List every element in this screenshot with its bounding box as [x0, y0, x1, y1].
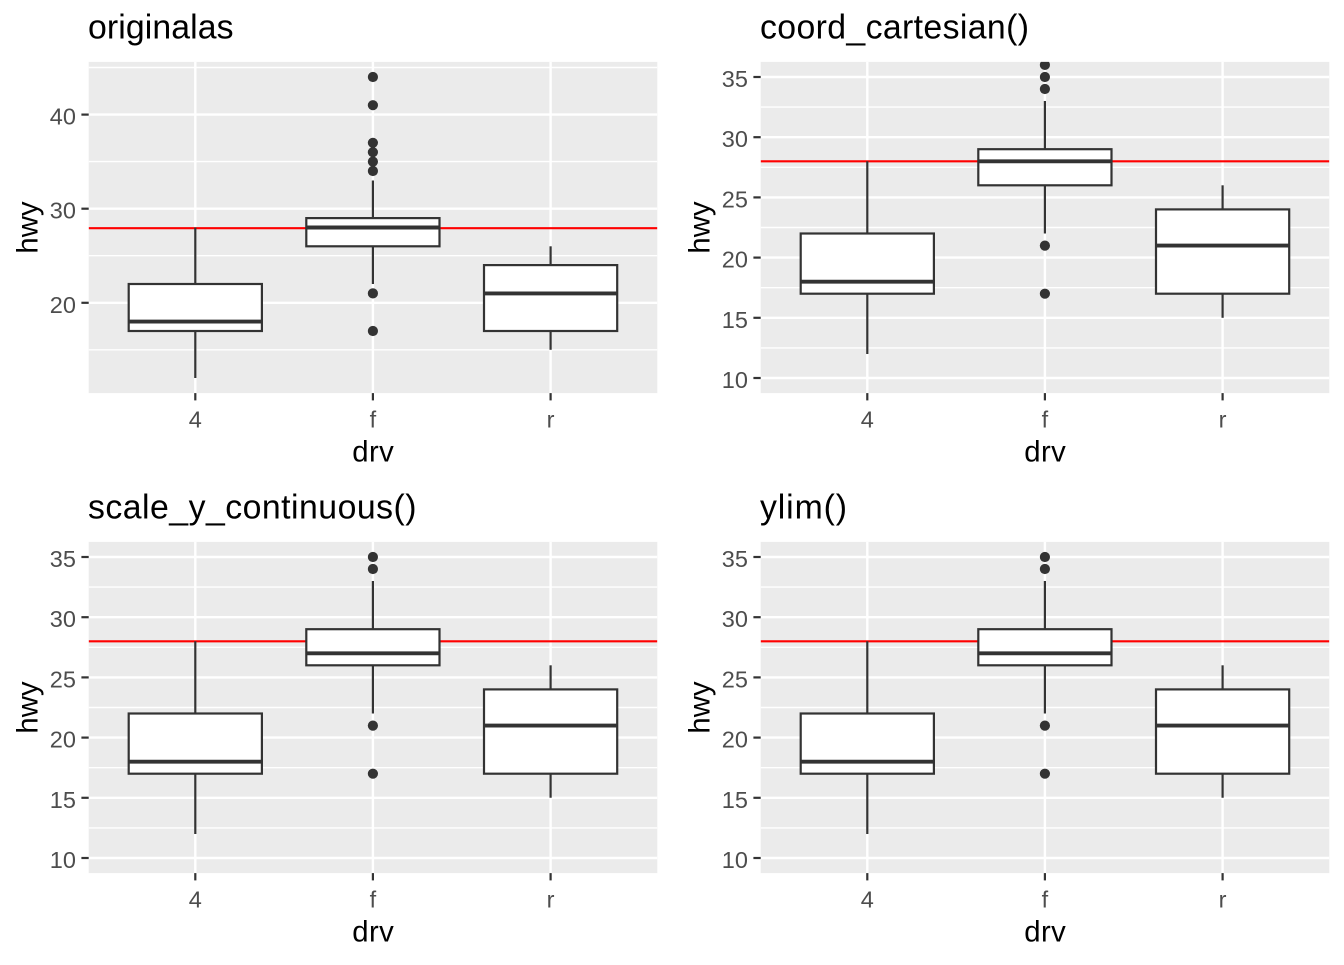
svg-text:10: 10: [722, 847, 748, 873]
svg-text:r: r: [1219, 887, 1227, 913]
svg-text:f: f: [1042, 407, 1049, 433]
svg-text:20: 20: [50, 292, 76, 318]
svg-text:4: 4: [189, 407, 202, 433]
svg-text:f: f: [370, 887, 377, 913]
svg-text:35: 35: [722, 546, 748, 572]
svg-text:20: 20: [722, 247, 748, 273]
svg-text:15: 15: [50, 787, 76, 813]
svg-text:35: 35: [50, 546, 76, 572]
svg-text:10: 10: [50, 847, 76, 873]
svg-text:originalas: originalas: [88, 9, 234, 47]
svg-text:10: 10: [722, 367, 748, 393]
svg-text:drv: drv: [352, 915, 394, 948]
svg-text:drv: drv: [352, 435, 394, 468]
svg-text:drv: drv: [1024, 915, 1066, 948]
svg-text:20: 20: [50, 727, 76, 753]
svg-text:30: 30: [722, 126, 748, 152]
svg-text:f: f: [370, 407, 377, 433]
svg-text:hwy: hwy: [684, 681, 717, 733]
svg-text:f: f: [1042, 887, 1049, 913]
svg-text:30: 30: [722, 606, 748, 632]
svg-text:r: r: [1219, 407, 1227, 433]
svg-text:30: 30: [50, 198, 76, 224]
svg-text:coord_cartesian(): coord_cartesian(): [760, 9, 1029, 47]
svg-text:scale_y_continuous(): scale_y_continuous(): [88, 489, 417, 527]
svg-text:25: 25: [50, 666, 76, 692]
svg-text:15: 15: [722, 787, 748, 813]
svg-text:40: 40: [50, 104, 76, 130]
svg-text:hwy: hwy: [684, 201, 717, 253]
svg-text:hwy: hwy: [12, 201, 45, 253]
svg-text:30: 30: [50, 606, 76, 632]
svg-text:20: 20: [722, 727, 748, 753]
svg-text:r: r: [547, 887, 555, 913]
svg-text:drv: drv: [1024, 435, 1066, 468]
svg-text:25: 25: [722, 666, 748, 692]
svg-text:35: 35: [722, 66, 748, 92]
svg-text:hwy: hwy: [12, 681, 45, 733]
svg-text:15: 15: [722, 307, 748, 333]
svg-text:4: 4: [189, 887, 202, 913]
svg-text:25: 25: [722, 186, 748, 212]
svg-text:ylim(): ylim(): [760, 489, 847, 527]
svg-text:r: r: [547, 407, 555, 433]
svg-text:4: 4: [861, 887, 874, 913]
svg-text:4: 4: [861, 407, 874, 433]
